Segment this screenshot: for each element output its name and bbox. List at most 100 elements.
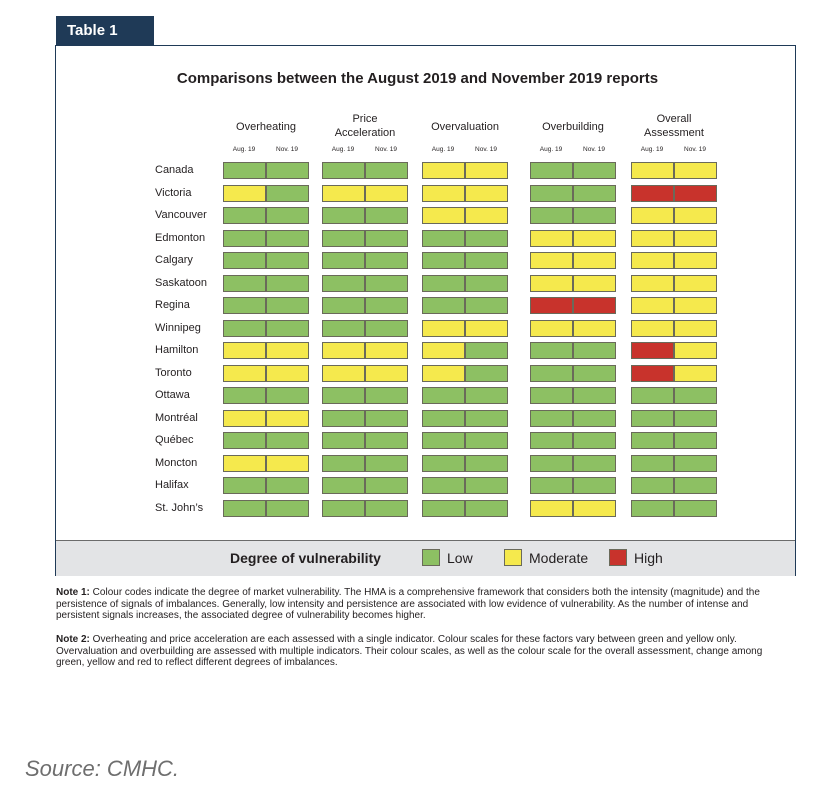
- rating-cell: [322, 162, 365, 179]
- rating-cell: [365, 297, 408, 314]
- rating-cell: [530, 252, 573, 269]
- rating-cell: [365, 207, 408, 224]
- rating-cell: [223, 342, 266, 359]
- note-2-label: Note 2:: [56, 634, 90, 645]
- legend-swatch-high: [609, 549, 627, 566]
- column-header-0: Overheating: [223, 120, 309, 134]
- rating-cell: [422, 297, 465, 314]
- column-header-line: Assessment: [644, 127, 704, 139]
- city-label: Halifax: [155, 479, 189, 491]
- rating-cell: [465, 477, 508, 494]
- rating-cell: [573, 207, 616, 224]
- rating-cell: [573, 162, 616, 179]
- rating-cell: [266, 297, 309, 314]
- rating-cell: [530, 499, 573, 517]
- rating-cell: [530, 162, 573, 179]
- rating-cell: [422, 207, 465, 224]
- rating-cell: [422, 342, 465, 359]
- column-subheader: Aug. 19: [232, 146, 256, 153]
- rating-cell: [573, 319, 616, 337]
- rating-cell: [266, 432, 309, 449]
- rating-cell: [365, 499, 408, 517]
- rating-cell: [573, 364, 616, 382]
- rating-cell: [322, 387, 365, 404]
- rating-cell: [266, 319, 309, 337]
- rating-cell: [631, 207, 674, 224]
- legend-label-moderate: Moderate: [529, 550, 589, 566]
- rating-cell: [365, 342, 408, 359]
- rating-cell: [530, 342, 573, 359]
- city-label: Winnipeg: [155, 321, 201, 334]
- legend-swatch-low: [422, 549, 440, 566]
- rating-cell: [674, 342, 717, 359]
- rating-cell: [223, 319, 266, 337]
- rating-cell: [465, 387, 508, 404]
- column-header-3: Overbuilding: [530, 120, 616, 134]
- rating-cell: [530, 432, 573, 449]
- rating-cell: [631, 184, 674, 202]
- column-header-line: Price: [352, 113, 378, 125]
- rating-cell: [322, 409, 365, 427]
- column-header-line: Overheating: [236, 121, 296, 133]
- rating-cell: [573, 454, 616, 472]
- column-header-line: Acceleration: [334, 127, 396, 139]
- rating-cell: [322, 274, 365, 292]
- rating-cell: [422, 229, 465, 247]
- rating-cell: [674, 364, 717, 382]
- rating-cell: [365, 274, 408, 292]
- column-subheader: Aug. 19: [431, 146, 455, 153]
- rating-cell: [465, 432, 508, 449]
- rating-cell: [266, 364, 309, 382]
- rating-cell: [422, 364, 465, 382]
- city-label: Moncton: [155, 456, 198, 469]
- rating-cell: [674, 229, 717, 247]
- rating-cell: [631, 274, 674, 292]
- column-header-2: Overvaluation: [422, 120, 508, 134]
- rating-cell: [322, 252, 365, 269]
- rating-cell: [422, 252, 465, 269]
- rating-cell: [223, 477, 266, 494]
- rating-cell: [422, 162, 465, 179]
- rating-cell: [631, 364, 674, 382]
- column-header-line: Overbuilding: [542, 121, 604, 133]
- rating-cell: [631, 432, 674, 449]
- rating-cell: [422, 499, 465, 517]
- rating-cell: [322, 477, 365, 494]
- rating-cell: [530, 387, 573, 404]
- rating-cell: [322, 207, 365, 224]
- rating-cell: [530, 454, 573, 472]
- city-label: Vancouver: [155, 209, 207, 221]
- rating-cell: [573, 252, 616, 269]
- rating-cell: [674, 319, 717, 337]
- rating-cell: [631, 387, 674, 404]
- column-subheader: Aug. 19: [539, 146, 563, 153]
- rating-cell: [223, 499, 266, 517]
- column-subheader: Nov. 19: [583, 146, 605, 153]
- rating-cell: [465, 229, 508, 247]
- rating-cell: [530, 409, 573, 427]
- rating-cell: [465, 297, 508, 314]
- note-2: Note 2: Overheating and price accelerati…: [56, 634, 791, 669]
- table-title: Comparisons between the August 2019 and …: [176, 70, 659, 87]
- legend-label-high: High: [634, 550, 663, 566]
- rating-cell: [322, 454, 365, 472]
- rating-cell: [674, 207, 717, 224]
- legend-label-low: Low: [447, 550, 473, 566]
- rating-cell: [266, 454, 309, 472]
- note-1-text: Colour codes indicate the degree of mark…: [56, 587, 760, 621]
- rating-cell: [465, 342, 508, 359]
- city-label: Calgary: [155, 254, 193, 266]
- rating-cell: [465, 252, 508, 269]
- rating-cell: [674, 297, 717, 314]
- rating-cell: [322, 432, 365, 449]
- note-1: Note 1: Colour codes indicate the degree…: [56, 587, 791, 622]
- city-label: Montréal: [155, 411, 198, 424]
- rating-cell: [223, 364, 266, 382]
- rating-cell: [631, 319, 674, 337]
- rating-cell: [322, 297, 365, 314]
- rating-cell: [223, 432, 266, 449]
- rating-cell: [266, 162, 309, 179]
- rating-cell: [266, 409, 309, 427]
- rating-cell: [674, 252, 717, 269]
- legend-title: Degree of vulnerability: [230, 550, 381, 566]
